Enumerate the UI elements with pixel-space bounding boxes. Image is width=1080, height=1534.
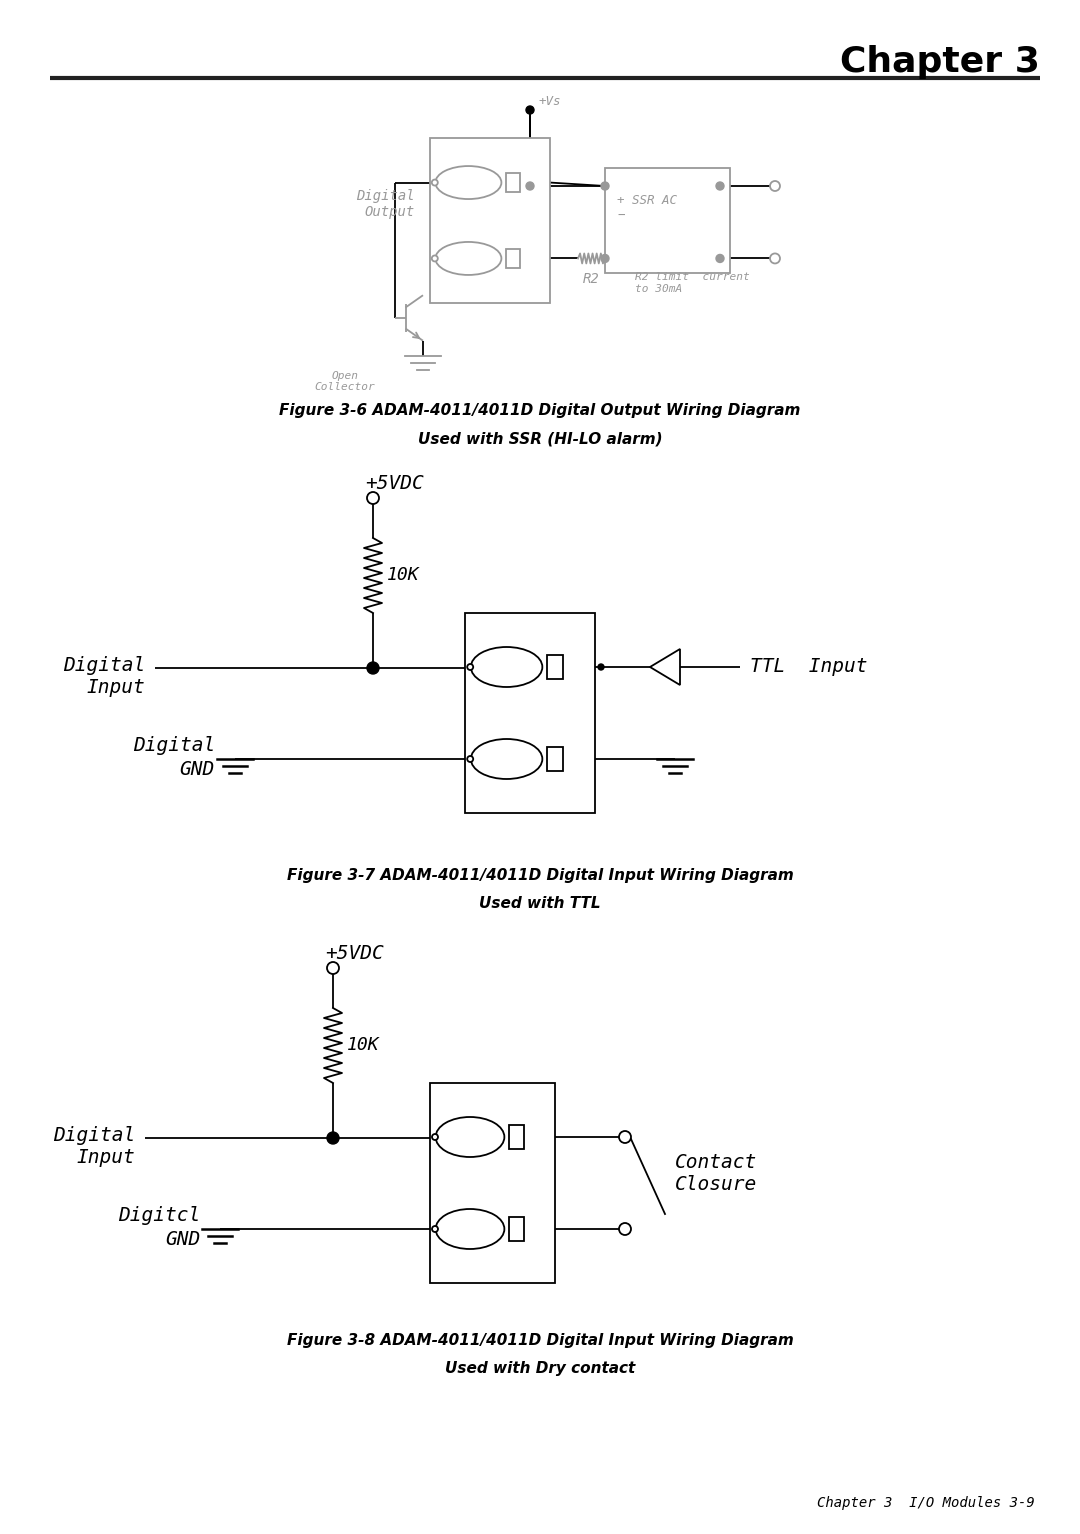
Text: Digital
Input: Digital Input bbox=[63, 657, 145, 696]
Bar bbox=[546, 655, 563, 680]
Bar bbox=[465, 614, 595, 813]
Text: GND: GND bbox=[165, 1230, 200, 1249]
Circle shape bbox=[716, 183, 724, 190]
Bar bbox=[430, 1083, 555, 1282]
Text: TTL  Input: TTL Input bbox=[750, 658, 867, 676]
Bar bbox=[505, 249, 519, 268]
Ellipse shape bbox=[435, 1117, 504, 1157]
Circle shape bbox=[770, 253, 780, 264]
Text: R2 limit  current
to 30mA: R2 limit current to 30mA bbox=[635, 273, 750, 295]
Text: + SSR AC
−: + SSR AC − bbox=[617, 193, 677, 222]
Text: Used with SSR (HI-LO alarm): Used with SSR (HI-LO alarm) bbox=[418, 431, 662, 446]
Circle shape bbox=[367, 663, 379, 673]
Text: GND: GND bbox=[179, 759, 215, 779]
Circle shape bbox=[526, 106, 534, 114]
Bar bbox=[605, 169, 730, 273]
Circle shape bbox=[432, 1226, 438, 1232]
Circle shape bbox=[600, 183, 609, 190]
Text: Digitcl: Digitcl bbox=[118, 1206, 200, 1226]
Circle shape bbox=[468, 664, 473, 670]
Text: Used with TTL: Used with TTL bbox=[480, 896, 600, 911]
Text: 10K: 10K bbox=[387, 566, 420, 584]
Text: R2: R2 bbox=[583, 273, 599, 287]
Text: +5VDC: +5VDC bbox=[365, 474, 423, 492]
Text: Figure 3-8 ADAM-4011/4011D Digital Input Wiring Diagram: Figure 3-8 ADAM-4011/4011D Digital Input… bbox=[286, 1333, 794, 1348]
Circle shape bbox=[432, 1134, 438, 1140]
Ellipse shape bbox=[471, 647, 542, 687]
Circle shape bbox=[619, 1131, 631, 1143]
Ellipse shape bbox=[435, 242, 501, 275]
Circle shape bbox=[327, 962, 339, 974]
Circle shape bbox=[327, 1132, 339, 1144]
Circle shape bbox=[600, 255, 609, 262]
Circle shape bbox=[598, 664, 604, 670]
Circle shape bbox=[716, 255, 724, 262]
Text: Figure 3-6 ADAM-4011/4011D Digital Output Wiring Diagram: Figure 3-6 ADAM-4011/4011D Digital Outpu… bbox=[280, 403, 800, 417]
Circle shape bbox=[432, 179, 437, 186]
Text: 10K: 10K bbox=[347, 1037, 380, 1054]
Circle shape bbox=[770, 181, 780, 192]
Bar bbox=[509, 1124, 524, 1149]
Circle shape bbox=[468, 756, 473, 762]
Bar bbox=[509, 1216, 524, 1241]
Text: Digital
Input: Digital Input bbox=[53, 1126, 135, 1167]
Circle shape bbox=[367, 492, 379, 505]
Text: Contact
Closure: Contact Closure bbox=[675, 1152, 757, 1193]
Text: +Vs: +Vs bbox=[538, 95, 561, 107]
Circle shape bbox=[432, 256, 437, 261]
Circle shape bbox=[526, 183, 534, 190]
Text: Digital
Output: Digital Output bbox=[356, 189, 415, 219]
Text: Chapter 3  I/O Modules 3-9: Chapter 3 I/O Modules 3-9 bbox=[818, 1496, 1035, 1509]
Ellipse shape bbox=[435, 1209, 504, 1249]
Bar bbox=[546, 747, 563, 772]
Text: Used with Dry contact: Used with Dry contact bbox=[445, 1361, 635, 1376]
Text: Open
Collector: Open Collector bbox=[314, 371, 376, 393]
Text: Figure 3-7 ADAM-4011/4011D Digital Input Wiring Diagram: Figure 3-7 ADAM-4011/4011D Digital Input… bbox=[286, 868, 794, 884]
Ellipse shape bbox=[471, 739, 542, 779]
Circle shape bbox=[619, 1223, 631, 1235]
Text: +5VDC: +5VDC bbox=[325, 943, 383, 963]
Ellipse shape bbox=[435, 166, 501, 199]
Text: Chapter 3: Chapter 3 bbox=[840, 44, 1040, 78]
Bar bbox=[430, 138, 550, 304]
Bar bbox=[505, 173, 519, 192]
Text: Digital: Digital bbox=[133, 736, 215, 755]
